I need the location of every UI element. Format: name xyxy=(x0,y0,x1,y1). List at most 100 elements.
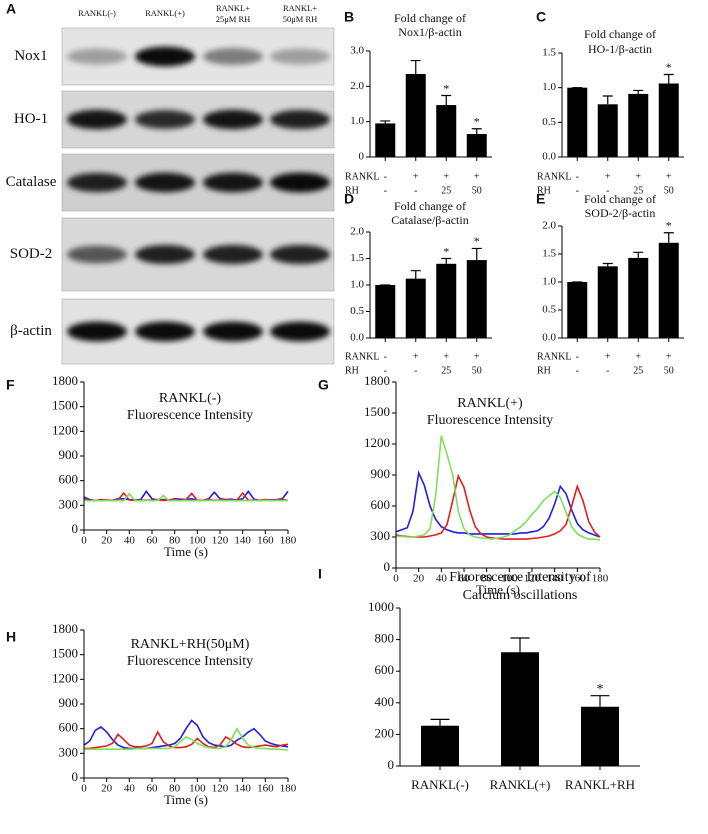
y-tick-label: 1.5 xyxy=(542,47,556,59)
x-tick-label: 0 xyxy=(81,535,87,547)
x-tick-label: + xyxy=(666,351,672,362)
bar xyxy=(628,257,649,338)
chart-title: Fluorescence Intensity xyxy=(127,408,253,423)
row-label: β-actin xyxy=(10,323,52,339)
bar xyxy=(405,278,426,338)
x-tick-label: 0 xyxy=(393,573,399,585)
row-label: RANKL xyxy=(537,351,571,362)
y-tick-label: 600 xyxy=(59,720,79,735)
error-bar xyxy=(410,59,421,74)
y-tick-label: 2.0 xyxy=(542,220,556,232)
column-label: RANKL+ xyxy=(283,3,317,13)
panel-letter: D xyxy=(344,191,354,207)
x-tick-label: RANKL+RH xyxy=(565,777,635,792)
x-tick-label: 25 xyxy=(633,365,643,376)
chart-title: Fluorescence Intensity xyxy=(427,413,553,428)
blot-band xyxy=(203,244,263,265)
x-tick-label: - xyxy=(576,171,579,182)
x-tick-label: - xyxy=(576,351,579,362)
y-tick-label: 600 xyxy=(375,662,395,677)
bar xyxy=(466,260,487,338)
error-bar xyxy=(663,232,674,243)
y-tick-label: 1200 xyxy=(52,670,78,685)
chart-title: RANKL(+) xyxy=(457,396,523,411)
error-bar xyxy=(633,89,644,94)
y-tick-label: 3.0 xyxy=(350,45,364,57)
x-tick-label: 40 xyxy=(124,783,136,795)
y-tick-label: 1.5 xyxy=(542,248,556,260)
bar xyxy=(466,134,487,157)
error-bar xyxy=(663,73,674,84)
bar xyxy=(628,93,649,157)
x-tick-label: RANKL(-) xyxy=(411,777,469,792)
bar xyxy=(597,104,618,157)
error-bar xyxy=(410,270,421,279)
chart-title: SOD-2/β-actin xyxy=(585,206,656,220)
panel-letter: I xyxy=(318,566,322,582)
y-tick-label: 0.5 xyxy=(350,305,364,317)
y-tick-label: 400 xyxy=(375,694,395,709)
y-tick-label: 300 xyxy=(59,744,79,759)
chart-title: Fold change of xyxy=(584,27,656,41)
y-tick-label: 0.0 xyxy=(542,332,556,344)
panel-letter: H xyxy=(6,629,16,645)
chart-title: Catalase/β-actin xyxy=(391,213,468,227)
bar xyxy=(436,105,457,157)
chart-title: Fold change of xyxy=(394,11,466,25)
y-tick-label: 1000 xyxy=(368,599,394,614)
blot-band xyxy=(270,109,330,130)
y-tick-label: 900 xyxy=(59,447,79,462)
column-label: RANKL+ xyxy=(216,3,250,13)
x-tick-label: + xyxy=(605,171,611,182)
bar xyxy=(375,285,396,338)
y-tick-label: 300 xyxy=(59,496,79,511)
blot-band xyxy=(135,244,195,265)
blot-band xyxy=(270,172,330,193)
x-tick-label: 180 xyxy=(280,783,297,795)
blot-band xyxy=(203,172,263,193)
x-tick-label: 50 xyxy=(472,185,482,196)
x-tick-label: - xyxy=(576,185,579,196)
error-bar xyxy=(441,94,452,106)
y-tick-label: 800 xyxy=(375,631,395,646)
x-tick-label: 60 xyxy=(147,535,159,547)
x-tick-label: 80 xyxy=(169,535,181,547)
series-line xyxy=(84,730,289,750)
error-bar xyxy=(510,637,530,653)
error-bar xyxy=(602,262,613,267)
series-line xyxy=(84,727,289,751)
y-tick-label: 0 xyxy=(384,559,391,574)
x-tick-label: + xyxy=(474,171,480,182)
y-tick-label: 1200 xyxy=(52,422,78,437)
x-tick-label: 25 xyxy=(441,365,451,376)
error-bar xyxy=(380,120,391,124)
x-tick-label: 80 xyxy=(481,573,493,585)
blot-band xyxy=(135,110,195,129)
row-label: RH xyxy=(537,185,551,196)
row-label: HO-1 xyxy=(14,111,48,127)
x-tick-label: 160 xyxy=(569,573,586,585)
x-tick-label: + xyxy=(443,171,449,182)
x-tick-label: 25 xyxy=(441,185,451,196)
bar xyxy=(405,73,426,157)
bar xyxy=(436,263,457,338)
significance-marker: * xyxy=(666,60,672,74)
x-tick-label: 140 xyxy=(546,573,563,585)
blot-band xyxy=(67,48,127,65)
panel-letter: A xyxy=(6,1,16,17)
column-label: 25μM RH xyxy=(216,14,251,24)
blot-band xyxy=(67,245,127,264)
x-tick-label: - xyxy=(384,185,387,196)
x-tick-label: - xyxy=(414,185,417,196)
x-axis-label: Time (s) xyxy=(476,582,520,597)
x-tick-label: 20 xyxy=(101,535,113,547)
x-tick-label: 100 xyxy=(189,535,206,547)
panel-letter: B xyxy=(344,9,354,25)
y-tick-label: 200 xyxy=(375,725,395,740)
bar xyxy=(567,87,588,157)
row-label: RANKL xyxy=(345,351,379,362)
x-tick-label: 60 xyxy=(459,573,471,585)
chart-title: Fold change of xyxy=(394,199,466,213)
blot-band xyxy=(135,321,195,342)
x-axis-label: Time (s) xyxy=(164,792,208,807)
